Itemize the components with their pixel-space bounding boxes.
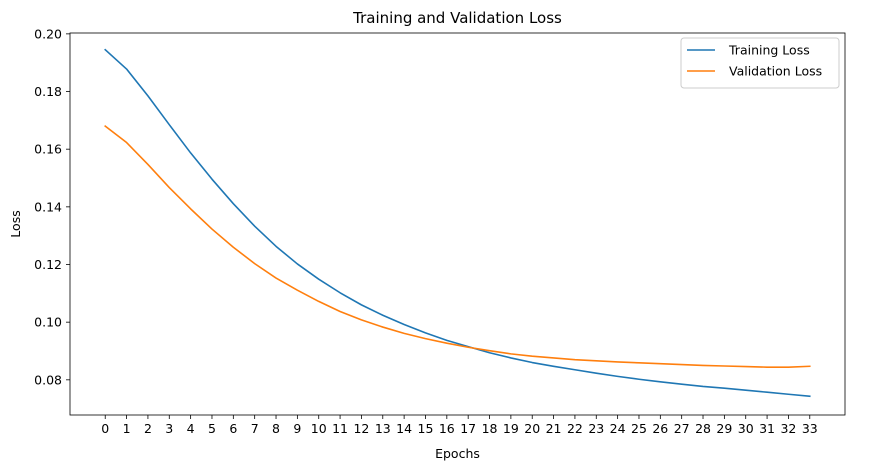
y-tick-label: 0.20 <box>34 26 62 41</box>
x-tick-label: 24 <box>610 421 626 436</box>
x-tick-label: 19 <box>503 421 519 436</box>
x-tick-label: 21 <box>546 421 562 436</box>
x-tick-label: 6 <box>229 421 237 436</box>
y-tick-label: 0.14 <box>34 199 62 214</box>
x-tick-label: 5 <box>208 421 216 436</box>
x-tick-label: 17 <box>460 421 476 436</box>
x-tick-label: 11 <box>332 421 348 436</box>
x-tick-label: 16 <box>439 421 455 436</box>
x-tick-label: 22 <box>567 421 583 436</box>
x-tick-label: 15 <box>418 421 434 436</box>
x-tick-label: 7 <box>251 421 259 436</box>
x-tick-label: 20 <box>524 421 540 436</box>
series-lines <box>104 48 811 398</box>
y-tick-label: 0.18 <box>34 84 62 99</box>
validation-loss-line <box>104 124 811 368</box>
x-tick-label: 1 <box>123 421 131 436</box>
x-tick-label: 8 <box>272 421 280 436</box>
y-tick-label: 0.16 <box>34 142 62 157</box>
x-tick-label: 13 <box>375 421 391 436</box>
legend: Training Loss Validation Loss <box>680 37 840 89</box>
x-tick-label: 3 <box>165 421 173 436</box>
x-tick-label: 27 <box>674 421 690 436</box>
validation-loss-legend-label: Validation Loss <box>729 64 822 79</box>
y-tick-label: 0.08 <box>34 372 62 387</box>
x-tick-label: 2 <box>144 421 152 436</box>
x-tick-label: 12 <box>353 421 369 436</box>
y-tick-label: 0.12 <box>34 257 62 272</box>
x-tick-label: 10 <box>311 421 327 436</box>
x-tick-label: 18 <box>482 421 498 436</box>
x-axis: 0 1 2 3 4 5 6 7 8 9 10 11 12 13 14 15 16 17 18 19 20 21 22 23 24… <box>101 415 818 436</box>
legend-box <box>680 37 840 89</box>
plot-area: 0 1 2 3 4 5 6 7 8 9 10 11 12 13 14 15 16 17 18 19 20 21 22 23 24… <box>34 26 846 436</box>
y-axis: 0.08 0.10 0.12 0.14 0.16 0.18 0.20 <box>34 26 70 387</box>
x-tick-label: 26 <box>652 421 668 436</box>
y-axis-label: Loss <box>8 210 23 237</box>
x-tick-label: 14 <box>396 421 412 436</box>
training-loss-line <box>104 48 811 398</box>
chart-title: Training and Validation Loss <box>352 9 562 27</box>
x-tick-label: 23 <box>588 421 604 436</box>
x-tick-label: 29 <box>716 421 732 436</box>
x-tick-label: 31 <box>759 421 775 436</box>
x-tick-label: 4 <box>187 421 195 436</box>
x-tick-label: 30 <box>738 421 754 436</box>
x-axis-label: Epochs <box>435 446 480 461</box>
y-tick-label: 0.10 <box>34 315 62 330</box>
x-tick-label: 9 <box>293 421 301 436</box>
x-tick-label: 28 <box>695 421 711 436</box>
x-tick-label: 32 <box>780 421 796 436</box>
x-tick-label: 33 <box>802 421 818 436</box>
training-loss-legend-label: Training Loss <box>728 43 810 58</box>
x-tick-label: 25 <box>631 421 647 436</box>
axes-frame <box>69 32 846 416</box>
x-tick-label: 0 <box>101 421 109 436</box>
